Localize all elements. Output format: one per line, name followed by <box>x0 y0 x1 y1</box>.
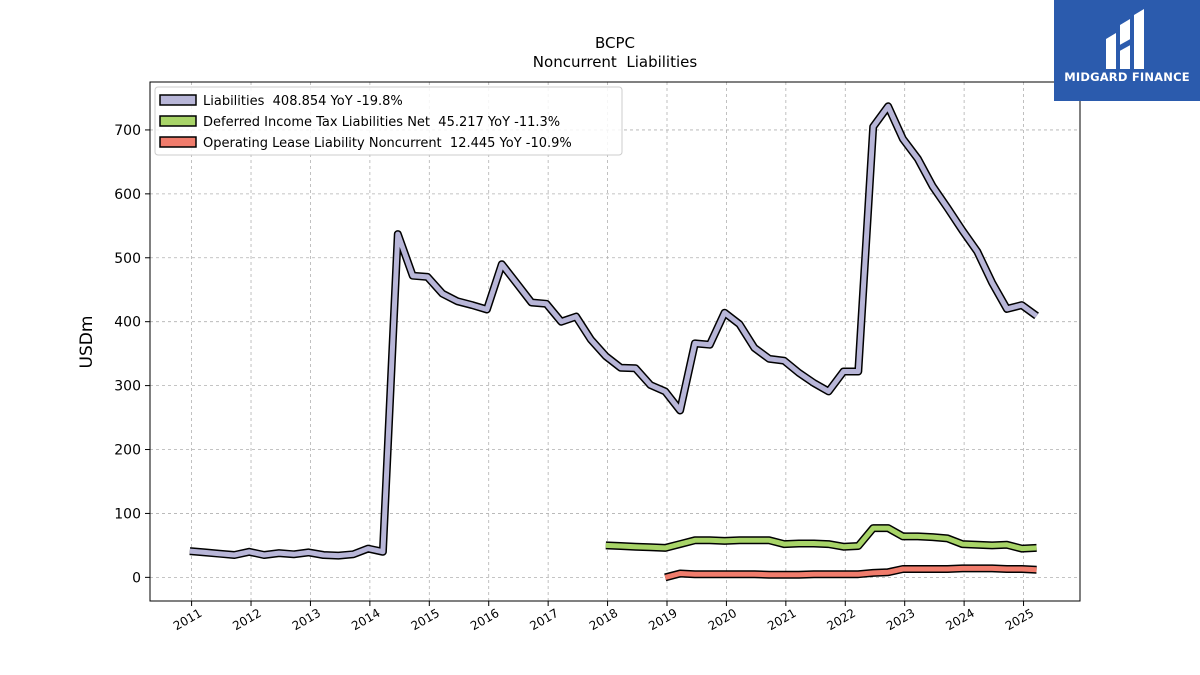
series-line <box>664 565 1037 580</box>
x-tick-label: 2011 <box>171 606 204 633</box>
plot-frame <box>149 81 1081 602</box>
x-tick-label: 2017 <box>527 606 560 633</box>
x-axis: 2011 2012 2013 2014 2015 2016 2017 2018 2019 2020… <box>171 601 1036 633</box>
legend-label: Deferred Income Tax Liabilities Net 45.2… <box>203 115 560 130</box>
grid <box>150 82 1080 601</box>
x-tick-label: 2023 <box>884 606 917 633</box>
y-tick-label: 200 <box>114 443 141 459</box>
y-tick-label: 400 <box>114 315 141 331</box>
y-axis-label: USDm <box>77 316 97 369</box>
x-tick-label: 2016 <box>468 606 501 633</box>
series-lines <box>189 102 1039 582</box>
x-tick-label: 2012 <box>230 606 263 633</box>
series-3 <box>664 564 1037 582</box>
x-tick-label: 2015 <box>409 606 442 633</box>
x-tick-label: 2022 <box>825 606 858 633</box>
legend-swatch <box>159 94 197 106</box>
x-tick-label: 2019 <box>646 606 679 633</box>
brand-logo: MIDGARD FINANCE <box>1054 0 1200 101</box>
chart-subtitle: Noncurrent Liabilities <box>533 53 698 71</box>
y-tick-label: 600 <box>114 187 141 203</box>
x-tick-label: 2020 <box>706 606 739 633</box>
x-tick-label: 2024 <box>943 606 976 633</box>
legend-label: Operating Lease Liability Noncurrent 12.… <box>203 136 572 151</box>
y-tick-label: 700 <box>114 123 141 139</box>
legend-box <box>154 86 623 156</box>
midgard-logo-icon <box>1106 9 1144 69</box>
legend-swatch <box>159 136 197 148</box>
series-1 <box>189 102 1039 560</box>
chart-title: BCPC <box>595 34 635 52</box>
legend-swatch <box>159 115 197 127</box>
x-tick-label: 2014 <box>349 606 382 633</box>
y-tick-label: 100 <box>114 506 141 522</box>
series-line <box>605 525 1037 552</box>
legend-label: Liabilities 408.854 YoY -19.8% <box>203 94 403 109</box>
series-line-outline <box>189 102 1039 560</box>
y-tick-label: 0 <box>132 570 141 586</box>
x-tick-label: 2018 <box>587 606 620 633</box>
series-line <box>189 103 1039 559</box>
y-axis: 0 100 200 300 400 500 600 700 <box>114 123 150 586</box>
x-tick-label: 2013 <box>290 606 323 633</box>
x-tick-label: 2025 <box>1003 606 1036 633</box>
y-tick-label: 300 <box>114 379 141 395</box>
legend[interactable]: Liabilities 408.854 YoY -19.8% Deferred I… <box>154 86 623 156</box>
brand-name: MIDGARD FINANCE <box>1064 70 1190 84</box>
x-tick-label: 2021 <box>765 606 798 633</box>
series-2 <box>605 524 1037 553</box>
y-tick-label: 500 <box>114 251 141 267</box>
